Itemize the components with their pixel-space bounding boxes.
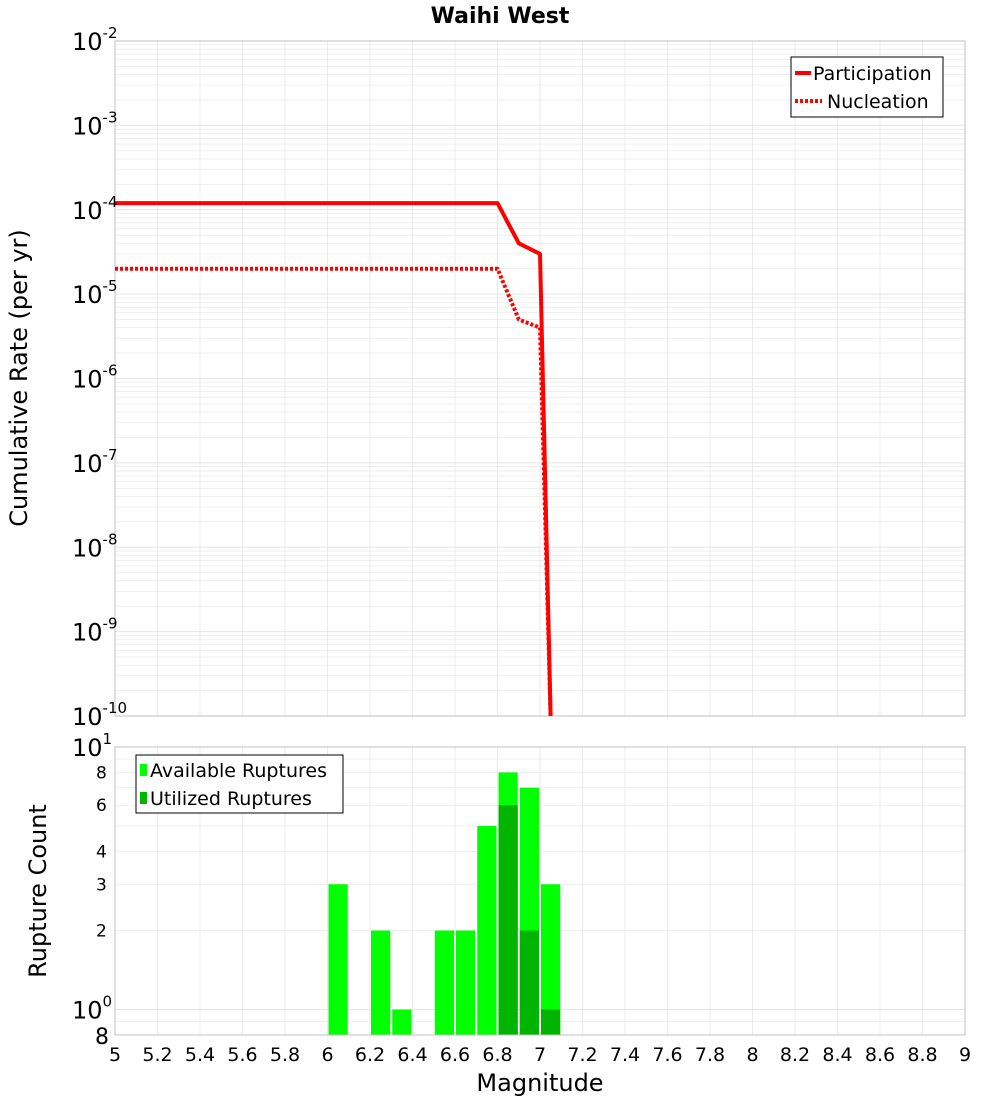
rate-y-tick-label: 10-2 (72, 24, 118, 56)
rate-legend-box (790, 56, 944, 118)
magnitude-x-ticks: 5 5.2 5.4 5.6 5.8 6 6.2 6.4 6.6 6.8 7 7.2 7.4 7.6 7.8 8… (109, 1044, 971, 1066)
magnitude-x-tick-label: 7 (534, 1044, 546, 1066)
count-bars (328, 772, 561, 1035)
rate-y-tick-label: 10-9 (72, 615, 118, 647)
nucleation-line (115, 266, 553, 717)
count-y-tick-label: 4 (96, 842, 107, 862)
magnitude-x-tick-label: 6 (321, 1044, 333, 1066)
magnitude-x-tick-label: 8.6 (865, 1044, 895, 1066)
available-legend-label: Available Ruptures (150, 760, 327, 782)
available-rupture-bar (477, 826, 497, 1035)
magnitude-x-tick-label: 6.8 (482, 1044, 512, 1066)
magnitude-x-tick-label: 8.4 (822, 1044, 852, 1066)
available-rupture-bar (541, 884, 561, 1035)
participation-line (115, 201, 553, 717)
utilized-rupture-bar (498, 805, 518, 1035)
magnitude-x-tick-label: 5 (109, 1044, 121, 1066)
magnitude-x-tick-label: 8.8 (907, 1044, 937, 1066)
rate-y-axis-label: Cumulative Rate (per yr) (5, 229, 33, 527)
rate-series (115, 201, 553, 717)
magnitude-x-tick-label: 5.4 (185, 1044, 215, 1066)
rate-plot-frame (114, 40, 966, 717)
count-legend-box (135, 754, 344, 814)
magnitude-x-tick-label: 7.4 (610, 1044, 640, 1066)
count-y-tick-label: 6 (96, 796, 107, 816)
count-y-decade-label: 100 (72, 993, 112, 1025)
count-legend: Available Ruptures Utilized Ruptures (135, 754, 344, 814)
count-y-tick-label: 8 (96, 763, 107, 783)
magnitude-x-tick-label: 6.2 (355, 1044, 385, 1066)
rate-y-tick-label: 10-8 (72, 530, 118, 562)
rate-y-tick-label: 10-10 (72, 699, 127, 731)
count-plot-frame (114, 746, 966, 1036)
rate-y-tick-label: 10-4 (72, 193, 118, 225)
magnitude-x-tick-label: 5.2 (142, 1044, 172, 1066)
count-y-tick-label: 2 (96, 922, 107, 942)
magnitude-x-tick-label: 8 (746, 1044, 758, 1066)
rate-y-tick-label: 10-3 (72, 108, 118, 140)
count-y-decade-label: 101 (72, 730, 112, 762)
rate-panel: 10-2 10-3 10-4 10-5 10-6 10-7 10-8 10-9 10-10 Cu… (5, 24, 966, 731)
magnitude-x-axis-label: Magnitude (476, 1069, 603, 1097)
rate-y-tick-label: 10-6 (72, 362, 118, 394)
available-rupture-bar (434, 930, 454, 1035)
magnitude-x-tick-label: 6.6 (440, 1044, 470, 1066)
magnitude-x-tick-label: 5.8 (270, 1044, 300, 1066)
magnitude-x-tick-label: 8.2 (780, 1044, 810, 1066)
rate-gridlines (114, 41, 966, 717)
rate-y-tick-label: 10-5 (72, 277, 118, 309)
utilized-legend-swatch (140, 792, 147, 804)
chart-title: Waihi West (431, 4, 570, 29)
available-legend-swatch (140, 764, 147, 776)
available-rupture-bar (392, 1009, 412, 1035)
available-rupture-bar (456, 930, 476, 1035)
magnitude-x-tick-label: 6.4 (397, 1044, 427, 1066)
available-rupture-bar (371, 930, 391, 1035)
magnitude-x-tick-label: 5.6 (227, 1044, 257, 1066)
nucleation-legend-label: Nucleation (827, 91, 929, 113)
magnitude-x-tick-label: 7.2 (567, 1044, 597, 1066)
magnitude-x-tick-label: 7.6 (652, 1044, 682, 1066)
rate-y-tick-label: 10-7 (72, 446, 118, 478)
count-y-axis-label: Rupture Count (24, 804, 52, 978)
count-y-tick-label: 3 (96, 875, 107, 895)
available-rupture-bar (328, 884, 348, 1035)
magnitude-x-tick-label: 9 (959, 1044, 971, 1066)
utilized-rupture-bar (519, 930, 539, 1035)
utilized-rupture-bar (541, 1009, 561, 1035)
magnitude-x-tick-label: 7.8 (695, 1044, 725, 1066)
count-y-tick-label: 8 (95, 1025, 109, 1050)
rate-y-ticks: 10-2 10-3 10-4 10-5 10-6 10-7 10-8 10-9 10-10 (72, 24, 127, 731)
rate-legend: Participation Nucleation (790, 56, 944, 118)
participation-legend-label: Participation (813, 63, 932, 85)
utilized-legend-label: Utilized Ruptures (150, 788, 312, 810)
